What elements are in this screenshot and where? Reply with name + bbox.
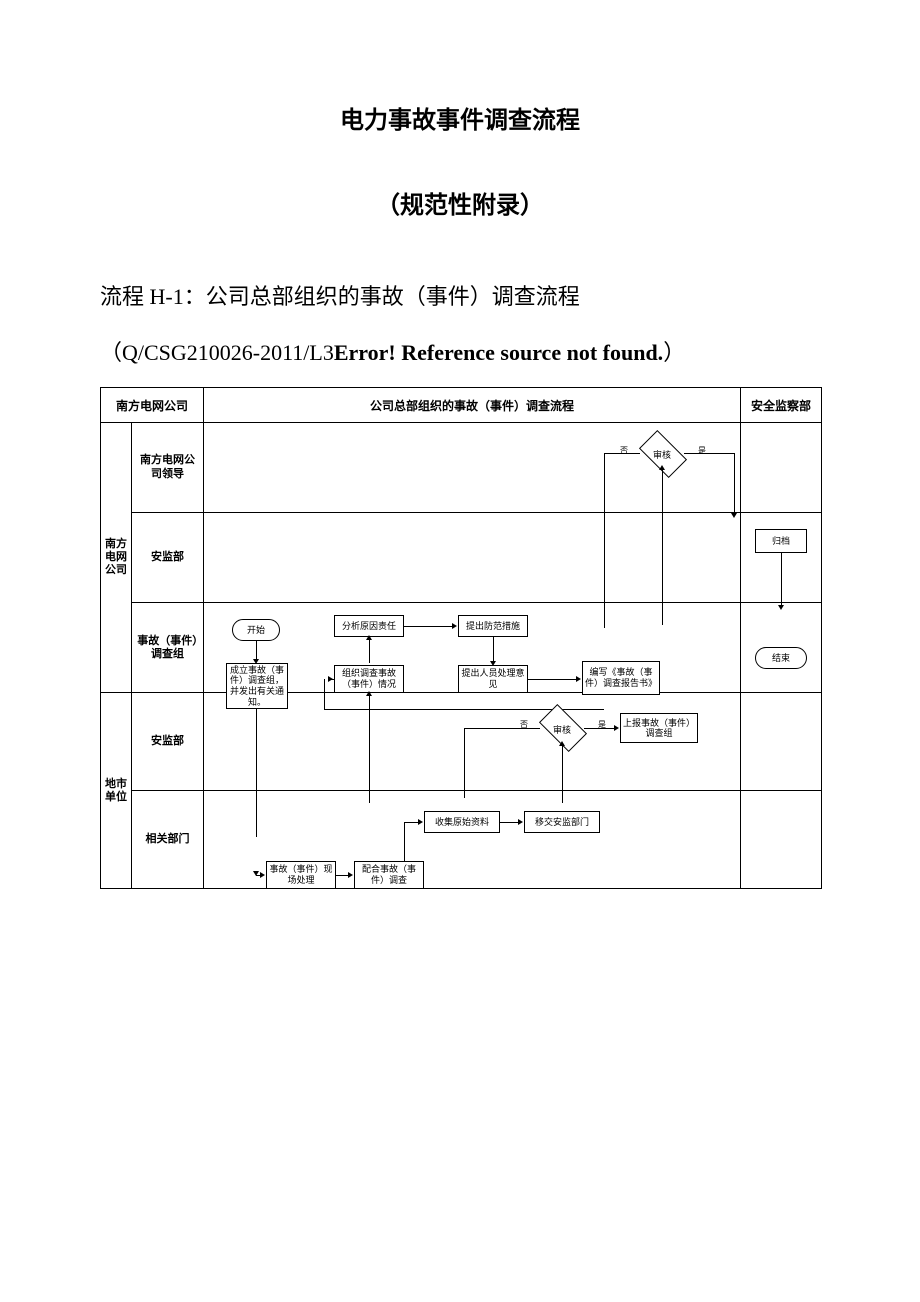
group-label-1: 南方电网公司: [101, 423, 132, 692]
organize-box: 组织调查事故（事件）情况: [334, 665, 404, 693]
flowchart-diagram: 南方电网公司 公司总部组织的事故（事件）调查流程 安全监察部 南方电网公司 南方…: [100, 387, 822, 889]
report-up-box: 上报事故（事件）调查组: [620, 713, 698, 743]
subheading-prefix: （Q/CSG210026-2011/L3: [100, 340, 334, 365]
scene-box: 事故（事件）现场处理: [266, 861, 336, 889]
main-title: 电力事故事件调查流程: [100, 100, 820, 135]
lane-team-content: 开始 成立事故（事件）调查组，并发出有关通知。 分析原因责任: [204, 603, 741, 692]
lane-team-right: 结束: [741, 603, 821, 692]
review-diamond-1: [639, 430, 687, 478]
lane-leader-content: 审核 否 是: [204, 423, 741, 512]
handle-box: 提出人员处理意见: [458, 665, 528, 693]
lane-anjian-2-right: [741, 693, 821, 790]
error-text: Error! Reference source not found.: [334, 340, 663, 365]
archive-box: 归档: [755, 529, 807, 553]
analyze-box: 分析原因责任: [334, 615, 404, 637]
start-node: 开始: [232, 619, 280, 641]
lane-anjian-1-content: [204, 513, 741, 602]
transfer-box: 移交安监部门: [524, 811, 600, 833]
no-label-1: 否: [620, 445, 628, 456]
lane-anjian-2: 安监部: [132, 693, 204, 790]
diagram-header: 南方电网公司 公司总部组织的事故（事件）调查流程 安全监察部: [101, 388, 821, 423]
lane-related-dept: 相关部门: [132, 791, 204, 888]
lane-anjian-1-right: 归档: [741, 513, 821, 602]
cooperate-box: 配合事故（事件）调查: [354, 861, 424, 889]
collect-box: 收集原始资料: [424, 811, 500, 833]
lane-anjian-1: 安监部: [132, 513, 204, 602]
sub-title: （规范性附录）: [100, 185, 820, 220]
lane-related-right: [741, 791, 821, 888]
report-box: 编写《事故（事件）调查报告书》: [582, 661, 660, 695]
subheading-suffix: ）: [663, 340, 685, 365]
lane-leader-right: [741, 423, 821, 512]
lane-investigation-team: 事故（事件）调查组: [132, 603, 204, 692]
prevent-box: 提出防范措施: [458, 615, 528, 637]
flow-heading: 流程 H-1：公司总部组织的事故（事件）调查流程: [100, 280, 820, 313]
lane-anjian-2-content: 审核 否 是 上报事故（事件）调查组: [204, 693, 741, 790]
end-node: 结束: [755, 647, 807, 669]
group-label-2: 地市单位: [101, 693, 132, 888]
yes-label-1: 是: [698, 445, 706, 456]
lane-related-content: 事故（事件）现场处理 配合事故（事件）调查 收集原始资料: [204, 791, 741, 888]
flow-subheading: （Q/CSG210026-2011/L3Error! Reference sou…: [100, 331, 820, 375]
header-org: 南方电网公司: [101, 388, 204, 422]
header-title: 公司总部组织的事故（事件）调查流程: [204, 388, 741, 422]
header-dept: 安全监察部: [741, 388, 821, 422]
diagram-body: 南方电网公司 南方电网公司领导 审核 否 是: [101, 423, 821, 888]
lane-leader: 南方电网公司领导: [132, 423, 204, 512]
